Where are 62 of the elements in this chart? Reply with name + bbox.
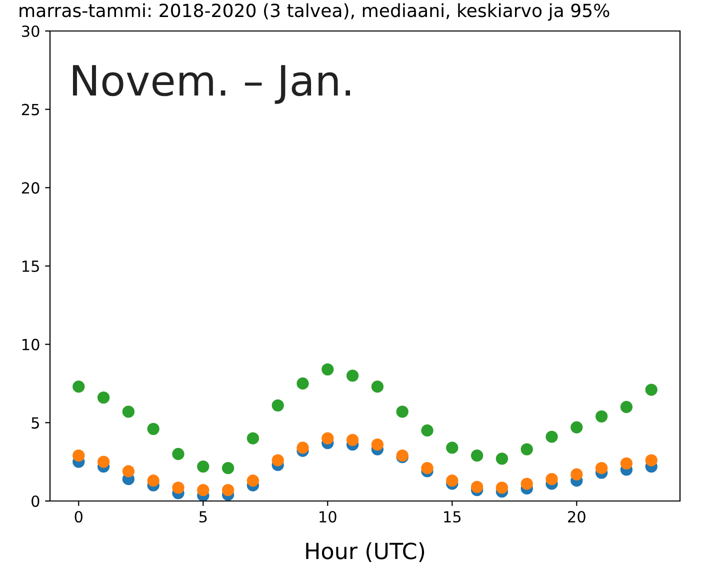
x-tick-label: 15 [444, 511, 461, 523]
point [570, 468, 583, 480]
y-tick-label: 25 [22, 104, 39, 116]
point [645, 454, 658, 466]
point [272, 454, 284, 466]
point [346, 434, 359, 446]
x-tick-label: 10 [320, 510, 336, 523]
point [122, 406, 135, 418]
point [72, 380, 85, 393]
point [421, 424, 434, 437]
point [222, 462, 234, 474]
point [595, 462, 608, 474]
point [570, 421, 583, 434]
point [446, 442, 458, 454]
point [72, 449, 85, 462]
y-tick-label: 30 [22, 25, 40, 38]
point [470, 449, 484, 462]
point [197, 460, 210, 473]
annotation: Novem. – Jan. [72, 65, 350, 104]
point [371, 380, 384, 393]
point [446, 474, 458, 487]
point [396, 406, 408, 418]
point [122, 465, 135, 478]
point [147, 474, 160, 487]
point [371, 438, 384, 451]
point [97, 392, 110, 404]
point [296, 377, 309, 390]
x-axis-title: Hour (UTC) [306, 542, 424, 562]
point [172, 482, 184, 494]
chart-title: marras-tammi: 2018-2020 (3 talvea), mediaani, keskiarvo ja 95% [20, 3, 610, 21]
point [620, 400, 633, 414]
point [520, 443, 533, 456]
point [520, 478, 533, 490]
x-tick-label: 5 [199, 511, 207, 523]
point [470, 480, 484, 493]
point [496, 482, 508, 494]
point [97, 456, 110, 468]
point [620, 457, 633, 470]
point [322, 363, 334, 376]
point [296, 442, 309, 454]
point [421, 462, 434, 474]
point [322, 432, 334, 444]
point [346, 370, 359, 382]
point [197, 484, 210, 496]
y-tick-label: 0 [32, 495, 40, 508]
point [147, 422, 160, 436]
point [246, 432, 260, 444]
point [496, 452, 508, 465]
y-tick-label: 10 [22, 338, 40, 350]
point [595, 410, 608, 422]
y-tick-label: 15 [22, 260, 39, 272]
point [172, 448, 184, 460]
x-tick-label: 20 [568, 510, 586, 523]
point [645, 384, 658, 396]
point [272, 399, 284, 412]
x-tick-label: 0 [74, 510, 82, 523]
point [222, 484, 234, 496]
point [246, 474, 260, 487]
y-tick-label: 20 [22, 182, 40, 194]
y-tick-label: 5 [32, 417, 39, 429]
point [546, 430, 558, 443]
point [546, 472, 558, 486]
